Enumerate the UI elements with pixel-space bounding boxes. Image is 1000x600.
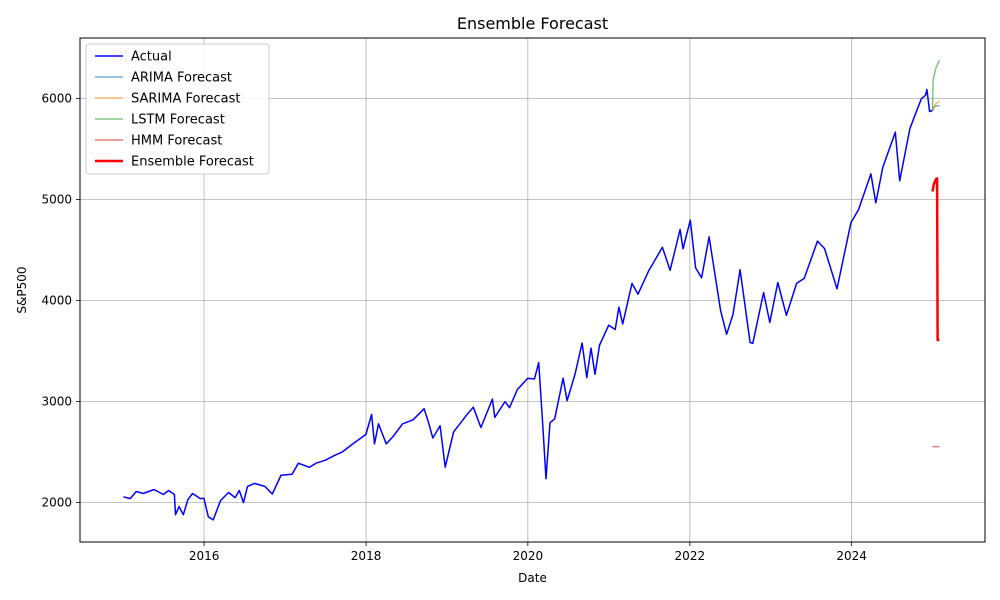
chart-title: Ensemble Forecast <box>457 14 608 33</box>
series-lines <box>123 59 941 521</box>
axis-ticks: 2016 2018 2020 2022 2024 2000 3000 4000 5000 6000 <box>41 92 866 563</box>
plot-frame <box>79 37 986 543</box>
series-line-3 <box>931 100 940 111</box>
x-tick-label: 2018 <box>351 549 382 563</box>
legend-label: Ensemble Forecast <box>131 155 254 170</box>
x-tick-label: 2016 <box>189 549 220 563</box>
legend-label: HMM Forecast <box>131 134 222 149</box>
x-axis-label: Date <box>518 571 547 585</box>
y-axis-label: S&P500 <box>15 266 29 313</box>
y-tick-label: 4000 <box>41 294 72 308</box>
legend-label: ARIMA Forecast <box>131 71 232 86</box>
legend: Actual ARIMA Forecast SARIMA Forecast LSTM … <box>85 43 270 175</box>
x-tick-label: 2020 <box>513 549 544 563</box>
legend-label: SARIMA Forecast <box>131 92 241 107</box>
x-tick-label: 2022 <box>675 549 706 563</box>
series-line-1 <box>123 88 933 521</box>
y-tick-label: 2000 <box>41 496 72 510</box>
y-tick-label: 5000 <box>41 193 72 207</box>
grid <box>80 38 985 542</box>
legend-label: Actual <box>131 50 172 65</box>
legend-label: LSTM Forecast <box>131 113 225 128</box>
x-tick-label: 2024 <box>836 549 867 563</box>
legend-box <box>85 43 270 175</box>
series-line-4 <box>931 59 941 110</box>
y-tick-label: 3000 <box>41 395 72 409</box>
series-line-6 <box>931 177 940 342</box>
y-tick-label: 6000 <box>41 92 72 106</box>
